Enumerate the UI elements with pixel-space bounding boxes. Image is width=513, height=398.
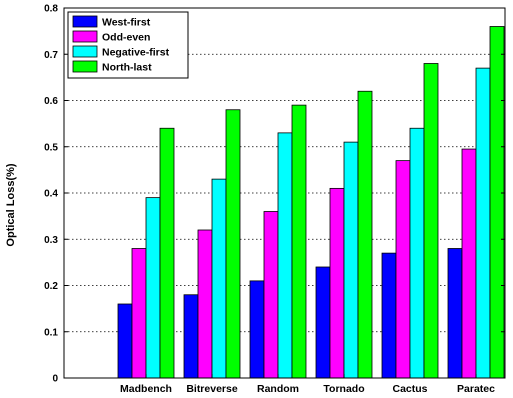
bar-north-last-cactus	[423, 63, 439, 379]
x-axis-ticks: Madbench Bitreverse Random Tornado Cactus Par…	[120, 374, 495, 395]
bar-negative-first-bitreverse	[211, 178, 227, 379]
bar-negative-first-cactus	[409, 127, 425, 379]
bar-odd-even-madbench	[131, 248, 147, 379]
bar-negative-first-paratec	[475, 67, 491, 379]
y-tick-label: 0.5	[44, 142, 58, 153]
y-tick-label: 0.4	[44, 189, 58, 200]
bar-north-last-random	[291, 104, 307, 379]
bar-odd-even-cactus	[395, 160, 411, 379]
y-tick-label: 0	[52, 374, 58, 385]
bar-odd-even-paratec	[461, 148, 477, 379]
y-tick-label: 0.6	[44, 96, 58, 107]
bar-west-first-cactus	[381, 252, 397, 379]
legend-label: Negative-first	[102, 47, 170, 59]
bar-negative-first-tornado	[343, 141, 359, 379]
bar-negative-first-madbench	[145, 197, 161, 379]
legend-swatch	[72, 15, 98, 28]
x-tick-label: Bitreverse	[186, 383, 238, 395]
x-tick-label: Madbench	[120, 383, 172, 395]
legend-label: North-last	[102, 62, 152, 74]
x-tick-label: Cactus	[392, 383, 427, 395]
bar-north-last-paratec	[489, 26, 505, 379]
y-tick-label: 0.7	[44, 50, 58, 61]
y-axis-label: Optical Loss(%)	[5, 163, 17, 246]
y-tick-label: 0.8	[44, 4, 58, 15]
bar-north-last-tornado	[357, 90, 373, 379]
bar-north-last-madbench	[159, 127, 175, 379]
legend-label: West-first	[102, 17, 151, 29]
bar-west-first-madbench	[117, 303, 133, 379]
legend-label: Odd-even	[102, 32, 150, 44]
bar-west-first-paratec	[447, 248, 463, 379]
bar-odd-even-random	[263, 211, 279, 379]
x-tick-label: Tornado	[323, 383, 364, 395]
bar-west-first-tornado	[315, 266, 331, 379]
x-tick-label: Paratec	[457, 383, 495, 395]
legend-swatch	[72, 45, 98, 58]
bars	[117, 26, 505, 379]
y-tick-label: 0.2	[44, 281, 58, 292]
legend: West-first Odd-even Negative-first North-la…	[67, 11, 189, 79]
y-tick-label: 0.1	[44, 327, 58, 338]
bar-north-last-bitreverse	[225, 109, 241, 379]
bar-west-first-random	[249, 280, 265, 379]
bar-negative-first-random	[277, 132, 293, 379]
bar-odd-even-tornado	[329, 187, 345, 379]
x-tick-label: Random	[257, 383, 299, 395]
legend-swatch	[72, 60, 98, 73]
legend-swatch	[72, 30, 98, 43]
bar-west-first-bitreverse	[183, 294, 199, 379]
bar-odd-even-bitreverse	[197, 229, 213, 379]
y-axis-ticks: 0 0.1 0.2 0.3 0.4 0.5 0.6 0.7 0.8	[44, 4, 505, 385]
y-tick-label: 0.3	[44, 235, 58, 246]
